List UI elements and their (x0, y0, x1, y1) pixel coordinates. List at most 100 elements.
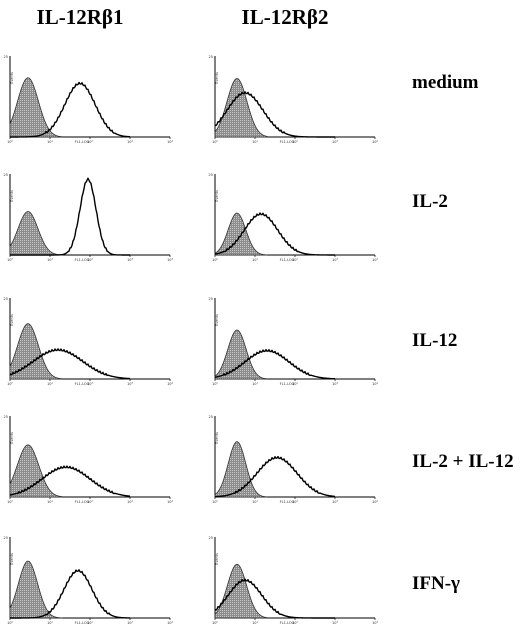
histogram-panel: 25 Events 10⁰ 10¹ 10² 10³ 10⁴ FL1-LOG (4, 536, 174, 625)
x-axis-label: FL1-LOG (280, 382, 295, 386)
x-axis-label: FL1-LOG (75, 500, 90, 504)
y-max-label: 25 (4, 173, 8, 177)
row-label-il12: IL-12 (412, 330, 457, 351)
stained-histogram (214, 578, 335, 619)
row-label-il2-il12: IL-2 + IL-12 (412, 451, 514, 472)
stained-histogram (10, 177, 130, 256)
x-tick-label: 10³ (332, 500, 338, 504)
x-tick-label: 10⁴ (372, 500, 378, 504)
histogram-panel: 25 Events 10⁰ 10¹ 10² 10³ 10⁴ FL1-LOG (4, 415, 174, 504)
x-tick-label: 10¹ (252, 140, 258, 144)
control-histogram (214, 78, 268, 138)
histogram-panel: 25 Events 10⁰ 10¹ 10² 10³ 10⁴ FL1-LOG (209, 55, 379, 144)
x-tick-label: 10¹ (252, 621, 258, 625)
x-tick-label: 10² (292, 140, 298, 144)
x-axis-label: FL1-LOG (75, 140, 90, 144)
x-tick-label: 10³ (127, 621, 133, 625)
x-tick-label: 10² (292, 258, 298, 262)
x-tick-label: 10⁰ (7, 140, 13, 144)
x-axis-label: FL1-LOG (75, 621, 90, 625)
y-max-label: 25 (209, 55, 213, 59)
x-tick-label: 10¹ (47, 500, 53, 504)
control-histogram (9, 77, 63, 138)
x-tick-label: 10⁰ (212, 382, 218, 386)
stained-histogram (10, 569, 131, 619)
x-tick-label: 10³ (127, 500, 133, 504)
x-tick-label: 10³ (332, 140, 338, 144)
y-max-label: 25 (209, 173, 213, 177)
y-axis-label: Events (10, 432, 14, 444)
x-tick-label: 10⁰ (7, 258, 13, 262)
row-label-il2: IL-2 (412, 191, 448, 212)
stained-histogram (214, 91, 335, 138)
control-histogram (9, 444, 63, 498)
x-tick-label: 10² (292, 382, 298, 386)
y-axis-label: Events (10, 314, 14, 326)
y-axis-label: Events (10, 72, 14, 84)
control-histogram (214, 329, 268, 380)
x-tick-label: 10³ (332, 621, 338, 625)
x-tick-label: 10³ (127, 382, 133, 386)
y-axis-label: Events (10, 190, 14, 202)
x-tick-label: 10² (292, 500, 298, 504)
x-axis-label: FL1-LOG (280, 621, 295, 625)
y-axis-label: Events (10, 553, 14, 565)
x-tick-label: 10⁴ (167, 382, 173, 386)
x-tick-label: 10⁰ (7, 621, 13, 625)
x-tick-label: 10² (87, 500, 93, 504)
x-tick-label: 10¹ (47, 382, 53, 386)
x-tick-label: 10² (87, 258, 93, 262)
x-tick-label: 10⁴ (372, 258, 378, 262)
control-histogram (214, 563, 268, 619)
x-axis-label: FL1-LOG (280, 258, 295, 262)
stained-histogram (9, 348, 131, 380)
stained-histogram (9, 465, 131, 497)
y-max-label: 25 (4, 297, 8, 301)
x-tick-label: 10³ (332, 382, 338, 386)
control-histogram (9, 560, 63, 619)
y-max-label: 25 (209, 536, 213, 540)
control-histogram (214, 441, 268, 498)
x-tick-label: 10¹ (252, 258, 258, 262)
x-tick-label: 10⁰ (7, 382, 13, 386)
x-tick-label: 10¹ (47, 621, 53, 625)
x-tick-label: 10¹ (47, 140, 53, 144)
stained-histogram (214, 348, 336, 380)
histogram-panel: 25 Events 10⁰ 10¹ 10² 10³ 10⁴ FL1-LOG (209, 173, 379, 262)
histogram-panel: 25 Events 10⁰ 10¹ 10² 10³ 10⁴ FL1-LOG (209, 536, 379, 625)
y-max-label: 25 (209, 415, 213, 419)
control-histogram (9, 323, 63, 380)
x-tick-label: 10⁴ (167, 500, 173, 504)
y-max-label: 25 (4, 536, 8, 540)
stained-histogram (214, 455, 336, 498)
x-tick-label: 10⁰ (212, 258, 218, 262)
histogram-panel: 25 Events 10⁰ 10¹ 10² 10³ 10⁴ FL1-LOG (209, 415, 379, 504)
x-tick-label: 10⁰ (212, 500, 218, 504)
x-tick-label: 10⁰ (212, 621, 218, 625)
x-tick-label: 10⁴ (372, 140, 378, 144)
x-tick-label: 10² (87, 621, 93, 625)
histogram-panel: 25 Events 10⁰ 10¹ 10² 10³ 10⁴ FL1-LOG (4, 173, 174, 262)
x-tick-label: 10⁰ (212, 140, 218, 144)
histogram-panels: 25 Events 10⁰ 10¹ 10² 10³ 10⁴ FL1-LOG 25 Events 10… (4, 55, 379, 625)
x-tick-label: 10⁴ (167, 258, 173, 262)
x-tick-label: 10¹ (252, 500, 258, 504)
x-tick-label: 10³ (127, 140, 133, 144)
x-axis-label: FL1-LOG (280, 500, 295, 504)
row-label-medium: medium (412, 72, 479, 93)
y-max-label: 25 (4, 55, 8, 59)
x-tick-label: 10⁴ (372, 382, 378, 386)
y-axis-label: Events (215, 432, 219, 444)
x-tick-label: 10³ (127, 258, 133, 262)
histogram-panel: 25 Events 10⁰ 10¹ 10² 10³ 10⁴ FL1-LOG (4, 55, 174, 144)
y-axis-label: Events (215, 553, 219, 565)
histogram-panel: 25 Events 10⁰ 10¹ 10² 10³ 10⁴ FL1-LOG (209, 297, 379, 386)
x-tick-label: 10⁰ (7, 500, 13, 504)
x-tick-label: 10¹ (47, 258, 53, 262)
column-title-il12rb2: IL-12Rβ2 (242, 5, 329, 29)
y-axis-label: Events (215, 190, 219, 202)
x-tick-label: 10² (292, 621, 298, 625)
stained-histogram (10, 81, 131, 138)
y-max-label: 25 (4, 415, 8, 419)
